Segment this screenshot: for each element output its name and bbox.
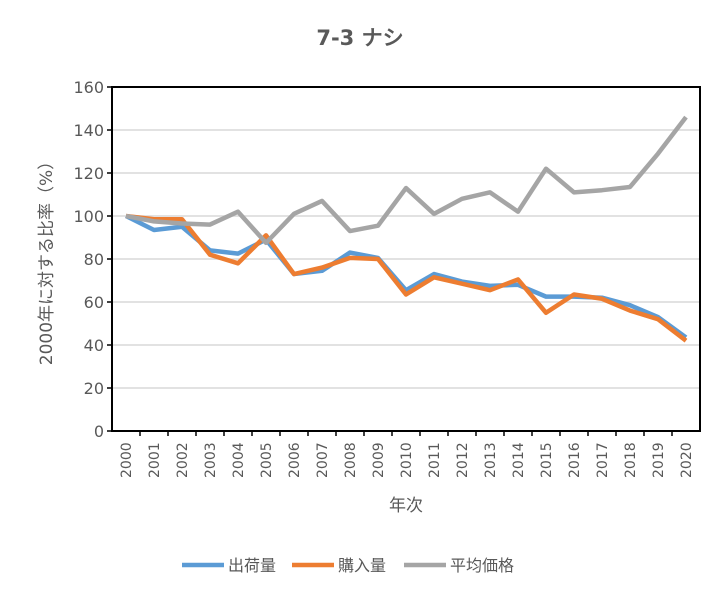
x-tick-label: 2016 xyxy=(567,442,583,478)
x-tick-label: 2018 xyxy=(623,442,639,478)
y-tick-label: 120 xyxy=(73,164,104,183)
x-tick-label: 2010 xyxy=(399,442,415,478)
x-tick-label: 2002 xyxy=(175,442,191,478)
x-tick-label: 2008 xyxy=(343,442,359,478)
x-tick-label: 2007 xyxy=(315,442,331,478)
x-tick-label: 2013 xyxy=(483,442,499,478)
x-tick-label: 2012 xyxy=(455,442,471,478)
x-tick-label: 2004 xyxy=(231,442,247,478)
x-tick-label: 2014 xyxy=(511,442,527,478)
legend-label: 平均価格 xyxy=(450,556,514,575)
series-line-1 xyxy=(124,213,688,340)
y-tick-label: 160 xyxy=(73,78,104,97)
chart-title: 7-3 ナシ xyxy=(316,26,403,50)
x-tick-label: 2020 xyxy=(679,442,695,478)
x-tick-label: 2000 xyxy=(119,442,135,478)
x-tick-label: 2019 xyxy=(651,442,667,478)
y-tick-label: 20 xyxy=(84,379,104,398)
legend-label: 購入量 xyxy=(338,556,386,575)
x-tick-label: 2009 xyxy=(371,442,387,478)
series-line-3 xyxy=(125,115,688,246)
y-tick-label: 80 xyxy=(84,250,104,269)
x-tick-label: 2017 xyxy=(595,442,611,478)
y-tick-label: 140 xyxy=(73,121,104,140)
plot-area xyxy=(111,86,701,432)
x-tick-label: 2001 xyxy=(147,442,163,478)
y-tick-label: 60 xyxy=(84,293,104,312)
y-tick-label: 0 xyxy=(94,422,104,441)
x-tick-label: 2005 xyxy=(259,442,275,478)
legend-label: 出荷量 xyxy=(228,556,276,575)
x-tick-label: 2003 xyxy=(203,442,219,478)
x-tick-label: 2011 xyxy=(427,442,443,478)
series-line-2 xyxy=(125,213,688,343)
x-tick-label: 2006 xyxy=(287,442,303,478)
y-axis-label: 2000年に対する比率（%） xyxy=(37,153,57,365)
x-axis-label: 年次 xyxy=(389,496,423,516)
x-tick-label: 2015 xyxy=(539,442,555,478)
y-tick-label: 100 xyxy=(73,207,104,226)
y-tick-label: 40 xyxy=(84,336,104,355)
